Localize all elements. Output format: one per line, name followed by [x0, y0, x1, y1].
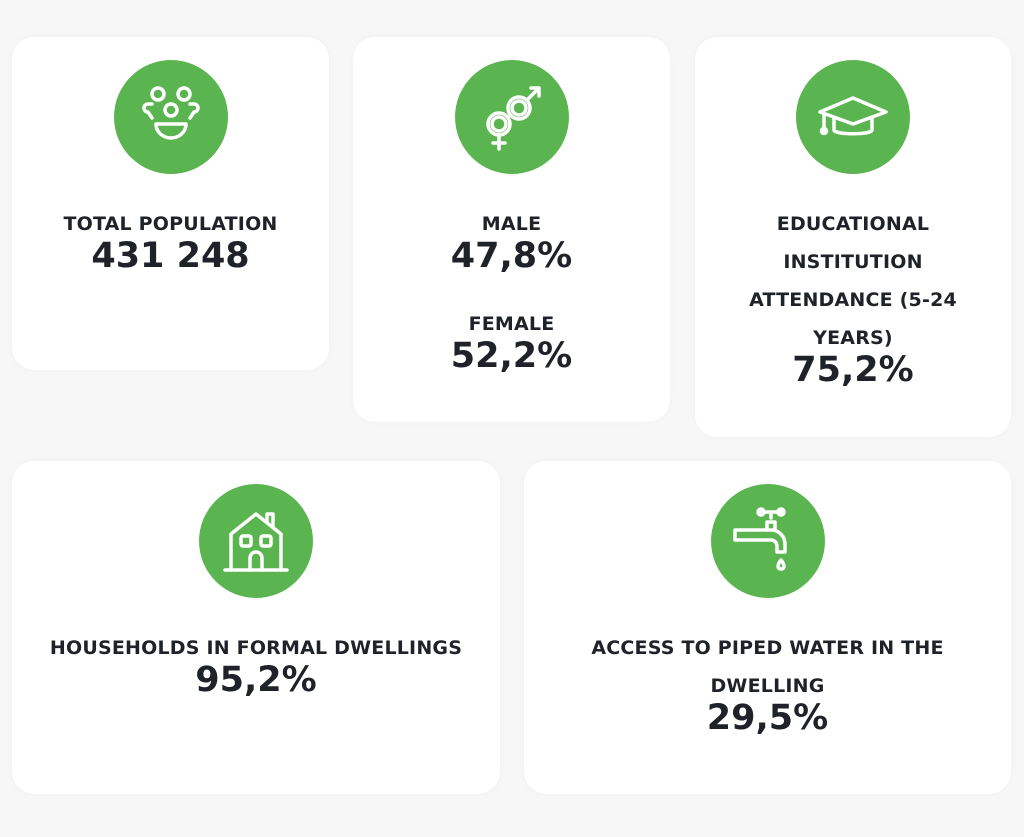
households-label: HOUSEHOLDS IN FORMAL DWELLINGS [49, 637, 463, 659]
households-value: 95,2% [195, 660, 317, 700]
total-population-card: TOTAL POPULATION 431 248 [12, 37, 329, 370]
house-icon [199, 484, 313, 598]
households-card: HOUSEHOLDS IN FORMAL DWELLINGS 95,2% [12, 461, 500, 794]
people-icon [113, 60, 228, 174]
male-value: 47,8% [450, 236, 573, 276]
piped-water-label-line: DWELLING [710, 675, 825, 697]
graduation-cap-icon [796, 60, 910, 174]
piped-water-label-line: ACCESS TO PIPED WATER IN THE [591, 637, 944, 659]
education-label-line: INSTITUTION [783, 251, 923, 273]
education-label-line: YEARS) [813, 327, 893, 349]
female-value: 52,2% [450, 336, 573, 376]
piped-water-value: 29,5% [706, 698, 829, 738]
education-label-line: EDUCATIONAL [776, 213, 930, 235]
gender-card: MALE 47,8% FEMALE 52,2% [353, 37, 670, 422]
male-label: MALE [481, 213, 542, 235]
gender-icon [454, 60, 569, 174]
education-value: 75,2% [792, 350, 914, 390]
piped-water-card: ACCESS TO PIPED WATER IN THE DWELLING 29… [524, 461, 1011, 794]
total-population-label: TOTAL POPULATION [63, 213, 278, 235]
education-card: EDUCATIONAL INSTITUTION ATTENDANCE (5-24… [695, 37, 1011, 437]
female-label: FEMALE [468, 313, 555, 335]
total-population-value: 431 248 [91, 236, 250, 276]
water-tap-icon [710, 484, 825, 598]
education-label-line: ATTENDANCE (5-24 [749, 289, 957, 311]
